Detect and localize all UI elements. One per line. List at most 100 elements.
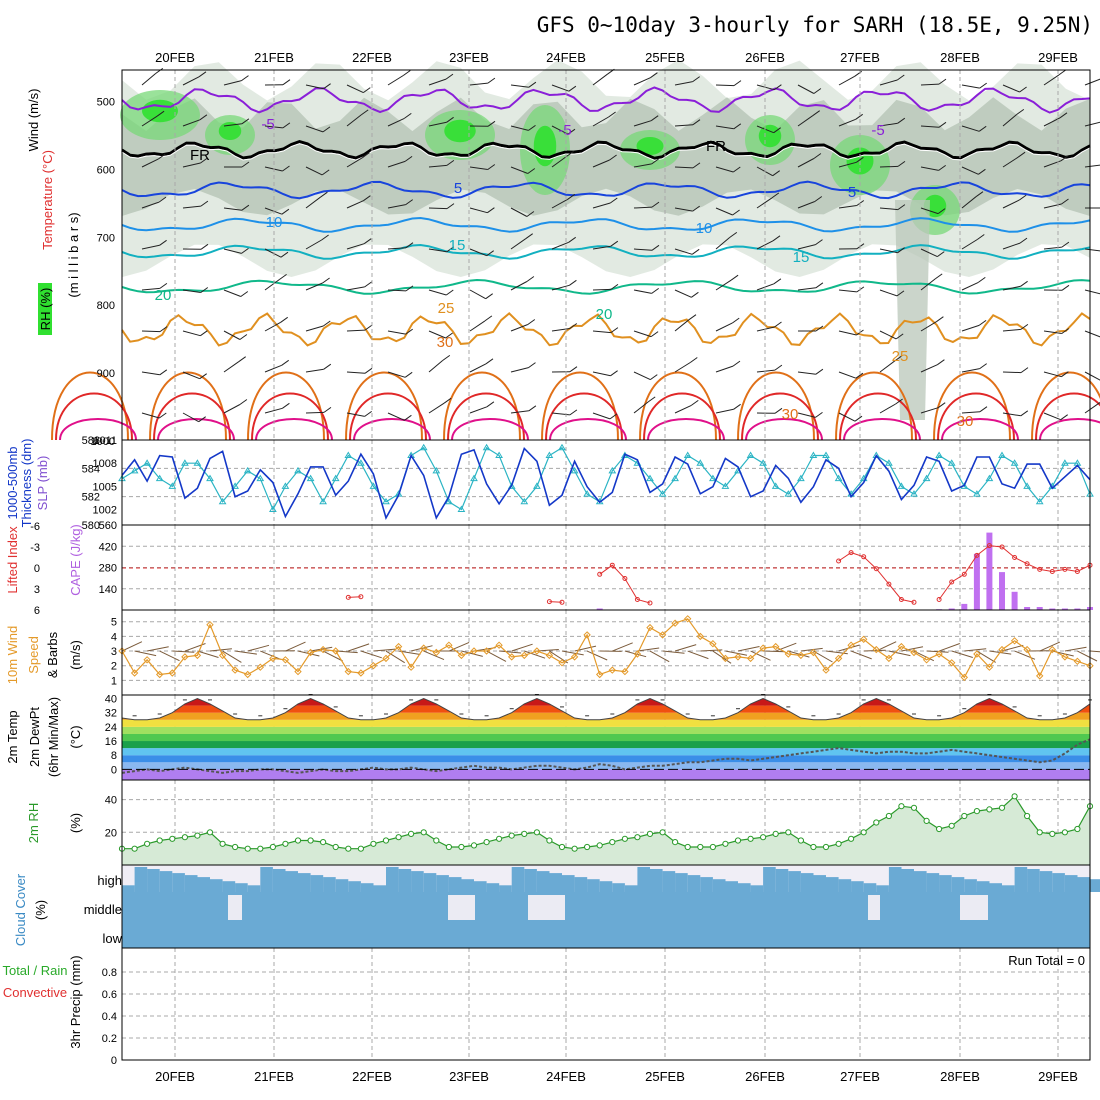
cloud-high-bar (612, 883, 625, 892)
wind-barb-flag (733, 166, 741, 173)
wind-barb (961, 166, 979, 175)
rh-point (332, 843, 339, 851)
wind-barb (182, 289, 201, 293)
rh-point (496, 835, 503, 842)
rh-point (697, 843, 704, 851)
rh2m-axis-unit: (%) (68, 813, 83, 833)
wind-barb-flag (692, 205, 700, 212)
precip-axis-label-b: Convective (3, 985, 67, 1000)
wind-barb-flag (487, 77, 496, 84)
wind-barb (346, 84, 364, 94)
slp-point (608, 466, 617, 474)
wind-barb-flag (241, 118, 250, 125)
wind-tick-label: 3 (111, 646, 117, 658)
wind-speed-point (533, 647, 541, 655)
rh-point (370, 840, 377, 847)
slp-tick-label: 1005 (93, 481, 117, 493)
temp-tick-label: 0 (111, 764, 117, 776)
date-label-top: 23FEB (449, 50, 489, 65)
wind-barb-flag (692, 162, 701, 169)
contour-label: -5 (558, 122, 571, 139)
wind-barb-10m (197, 650, 219, 658)
wind-speed-point (168, 669, 177, 677)
wind-barb (715, 279, 732, 291)
wind-barb-flag (159, 412, 167, 419)
wind-barb-flag (691, 291, 699, 298)
rh-point (1049, 830, 1056, 838)
wind-barb-10m (159, 650, 180, 662)
wind-barb-flag (647, 396, 656, 403)
wind-barb-flag (405, 328, 413, 335)
wind-barb-flag (280, 251, 289, 258)
wind-barb-flag (1060, 155, 1069, 162)
wind-barb (715, 408, 734, 414)
wind-barb (346, 114, 362, 127)
wind-barb (715, 322, 733, 332)
rh-point (521, 830, 528, 838)
wind-barb-flag (813, 153, 822, 159)
wind-speed-point (155, 670, 164, 679)
wind-barb-flag (528, 124, 536, 131)
wind-barb-flag (855, 113, 863, 120)
wind-barb (920, 407, 939, 414)
wind-speed-point (243, 670, 252, 679)
slp-point (897, 482, 906, 489)
wind-barb (264, 364, 282, 373)
wind-barb (756, 197, 773, 209)
lifted-index-point (1012, 555, 1018, 560)
wind-barb-flag (651, 158, 659, 165)
wind-barb (920, 278, 936, 291)
wind-barb-flag (1058, 69, 1067, 76)
wind-barb (756, 326, 775, 332)
wind-barb-10m (612, 642, 633, 652)
date-label-bottom: 27FEB (840, 1069, 880, 1084)
wind-barb (469, 207, 488, 214)
wind-barb-flag (282, 122, 291, 129)
wind-barb (633, 330, 652, 338)
lifted-index-line (599, 564, 651, 604)
cloud-high-bar (184, 875, 198, 892)
cloud-high-bar (838, 879, 852, 892)
wind-barb (592, 330, 611, 334)
wind-speed-point (407, 663, 415, 671)
cloud-high-bar (348, 881, 361, 892)
cloud-high-bar (1090, 879, 1100, 892)
wind-barb-flag (774, 407, 783, 414)
lifted-index-point (936, 597, 942, 602)
wind-barb (592, 288, 612, 291)
wind-barb-10m (172, 650, 195, 653)
cape-bar (1011, 591, 1018, 610)
cloud-middle-gap (448, 895, 475, 920)
rh-point (885, 812, 893, 820)
wind-barb (305, 411, 325, 414)
precip-tick-label: 0.4 (102, 1011, 117, 1023)
rh-moist-core (758, 124, 782, 148)
wind-speed-point (231, 666, 239, 674)
cloud-high-bar (360, 883, 374, 892)
cloud-high-bar (448, 877, 462, 892)
rh-point (621, 835, 629, 842)
lifted-index-line (549, 601, 563, 603)
cloud-high-bar (951, 877, 965, 892)
rh-moist-core (444, 119, 476, 143)
cloud-high-bar (1052, 873, 1065, 892)
wind-barb-flag (159, 369, 168, 376)
wind-barb-10m (976, 650, 996, 663)
wind-barb (264, 407, 283, 414)
wind-barb (510, 324, 528, 332)
lifted-index-point (949, 579, 955, 585)
slp-point (281, 482, 290, 489)
wind-barb-flag (732, 360, 741, 367)
contour-freezing (121, 140, 1091, 160)
wind-speed-point (256, 663, 265, 671)
cloud-high-bar (675, 873, 688, 892)
slp-point (998, 451, 1006, 458)
contour-40 (59, 418, 1100, 441)
wind-barb (797, 371, 816, 375)
wind-barb (510, 166, 528, 174)
wind-barb-flag (815, 282, 824, 289)
wind-barb-flag (364, 410, 372, 417)
lifted-index-line (938, 545, 1091, 600)
wind-barb (469, 166, 488, 170)
wind-barb-10m (750, 650, 771, 661)
